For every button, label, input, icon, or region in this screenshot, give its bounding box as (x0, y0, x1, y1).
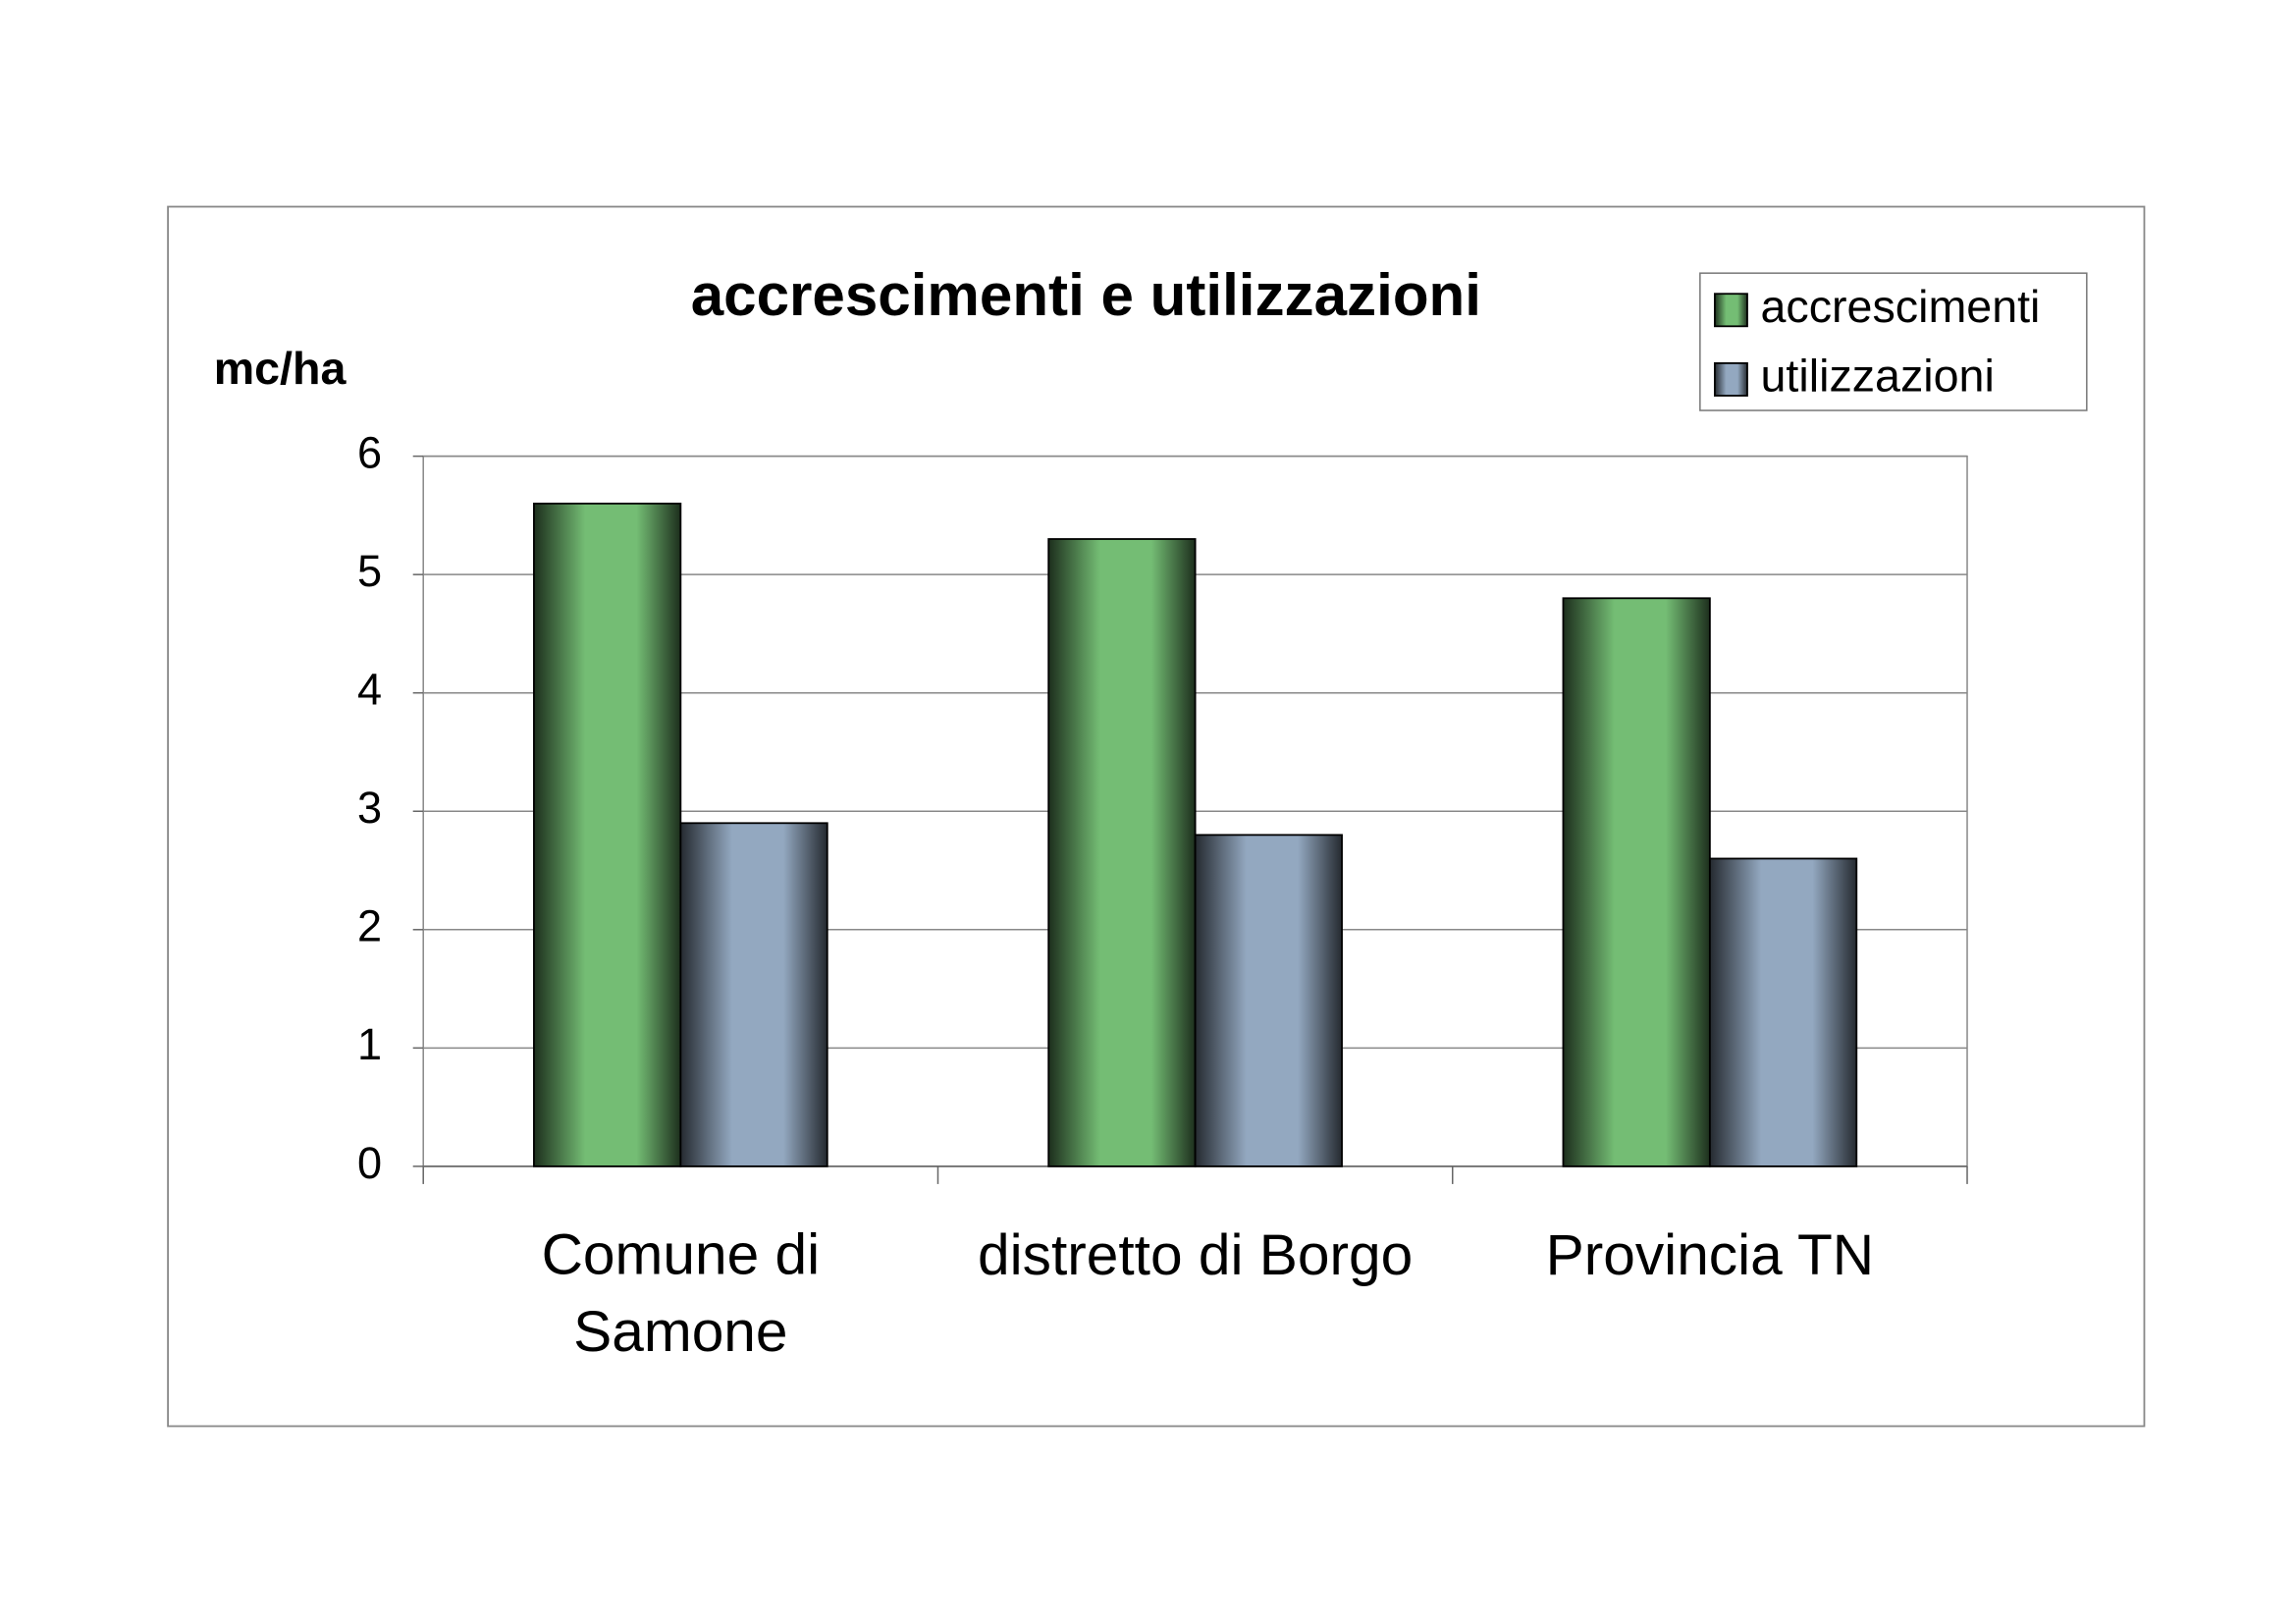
bar (1708, 857, 1858, 1167)
bar (679, 822, 828, 1167)
y-tick-label: 4 (357, 665, 382, 715)
legend-swatch (1713, 293, 1748, 328)
y-tick-label: 5 (357, 546, 382, 596)
bar (533, 502, 682, 1167)
y-axis-label: mc/ha (214, 343, 347, 394)
bar (1194, 834, 1343, 1167)
x-tick-label: distretto di Borgo (978, 1223, 1413, 1287)
y-tick-label: 3 (357, 783, 382, 833)
y-tick-label: 2 (357, 901, 382, 951)
bar (1562, 597, 1711, 1167)
bar (1047, 538, 1197, 1167)
x-tick-label: Provincia TN (1546, 1223, 1875, 1287)
legend-swatch (1713, 361, 1748, 397)
legend-label: accrescimenti (1761, 281, 2041, 332)
y-tick-label: 1 (357, 1019, 382, 1069)
y-tick-label: 6 (357, 428, 382, 478)
chart-title: accrescimenti e utilizzazioni (691, 262, 1481, 328)
legend-label: utilizzazioni (1761, 351, 1995, 402)
y-tick-label: 0 (357, 1138, 382, 1188)
legend-box (1699, 272, 2088, 411)
x-tick-label: Comune di Samone (542, 1223, 821, 1364)
